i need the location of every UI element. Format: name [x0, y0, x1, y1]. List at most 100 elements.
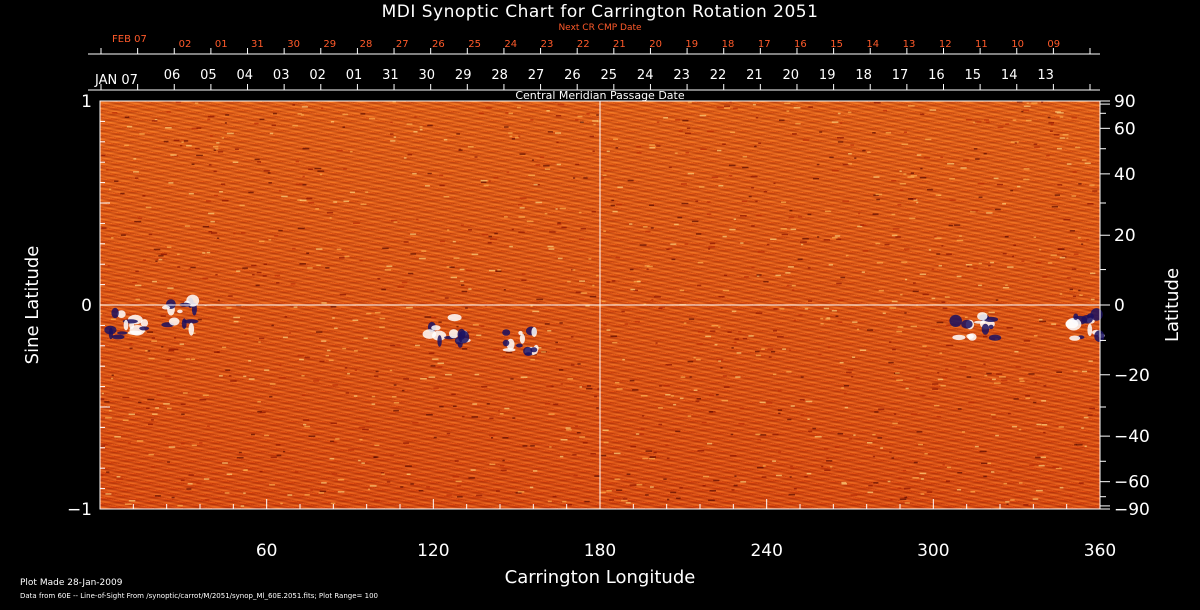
field-speckle	[882, 312, 886, 314]
field-speckle	[925, 138, 932, 141]
field-speckle	[362, 428, 369, 431]
y-right-tick-label: 40	[1114, 165, 1136, 185]
field-speckle	[163, 403, 170, 405]
active-region-patch	[502, 339, 510, 347]
field-speckle	[143, 259, 147, 261]
field-speckle	[152, 413, 158, 415]
field-speckle	[1063, 219, 1071, 221]
field-speckle	[264, 369, 270, 371]
field-speckle	[1035, 456, 1041, 459]
field-speckle	[941, 301, 946, 303]
field-speckle	[763, 280, 769, 283]
field-speckle	[403, 157, 407, 159]
field-speckle	[405, 465, 412, 467]
cmp-date-label: 20	[783, 68, 800, 83]
field-speckle	[319, 360, 325, 363]
active-region-patch	[104, 325, 117, 335]
field-speckle	[729, 455, 737, 457]
field-speckle	[410, 233, 417, 235]
field-speckle	[389, 454, 394, 457]
field-speckle	[1066, 137, 1069, 139]
field-speckle	[615, 147, 619, 149]
field-speckle	[837, 433, 843, 435]
field-speckle	[603, 324, 607, 326]
field-speckle	[696, 343, 703, 345]
field-speckle	[288, 332, 291, 334]
field-speckle	[679, 487, 683, 489]
field-speckle	[124, 503, 132, 505]
field-speckle	[403, 241, 409, 243]
field-speckle	[1057, 248, 1063, 250]
field-speckle	[867, 442, 873, 444]
field-speckle	[403, 442, 410, 444]
field-speckle	[330, 502, 336, 505]
field-speckle	[471, 416, 478, 418]
field-speckle	[321, 482, 327, 484]
field-speckle	[465, 307, 468, 309]
field-speckle	[940, 156, 943, 159]
next-cr-date-label: 14	[866, 39, 879, 50]
field-speckle	[872, 213, 879, 215]
field-speckle	[987, 462, 991, 465]
field-speckle	[798, 314, 803, 316]
field-speckle	[114, 180, 119, 182]
field-speckle	[365, 191, 369, 193]
field-speckle	[304, 425, 311, 428]
field-speckle	[1023, 340, 1031, 342]
field-speckle	[339, 257, 345, 259]
cmp-date-label: 27	[528, 68, 545, 83]
field-speckle	[412, 422, 419, 424]
cmp-date-label: 13	[1037, 68, 1054, 83]
field-speckle	[699, 114, 707, 117]
field-speckle	[1059, 256, 1066, 259]
field-speckle	[601, 454, 607, 457]
field-speckle	[966, 376, 972, 378]
field-speckle	[789, 349, 792, 351]
field-speckle	[530, 305, 533, 307]
field-speckle	[259, 118, 265, 121]
field-speckle	[256, 271, 262, 274]
field-speckle	[393, 221, 398, 223]
field-speckle	[919, 273, 926, 275]
field-speckle	[1069, 288, 1073, 291]
field-speckle	[1038, 464, 1045, 467]
field-speckle	[152, 280, 157, 283]
field-speckle	[793, 107, 801, 109]
field-speckle	[990, 261, 994, 264]
cmp-date-label: 01	[346, 68, 363, 83]
field-speckle	[444, 297, 449, 299]
field-speckle	[831, 310, 837, 312]
field-speckle	[1026, 102, 1029, 105]
field-speckle	[230, 380, 237, 382]
field-speckle	[920, 167, 923, 170]
field-speckle	[776, 474, 782, 477]
field-speckle	[606, 329, 611, 331]
field-speckle	[693, 356, 696, 359]
field-speckle	[707, 442, 713, 445]
field-speckle	[511, 138, 515, 140]
field-speckle	[489, 434, 495, 437]
next-cr-date-label: 18	[722, 39, 735, 50]
field-speckle	[129, 343, 133, 345]
field-speckle	[135, 270, 139, 272]
field-speckle	[359, 438, 363, 441]
field-speckle	[804, 308, 809, 310]
field-speckle	[190, 266, 196, 269]
field-speckle	[936, 321, 944, 324]
field-speckle	[1018, 428, 1022, 431]
field-speckle	[785, 272, 791, 274]
field-speckle	[787, 418, 792, 421]
field-speckle	[420, 128, 423, 131]
cmp-date-label: 18	[855, 68, 872, 83]
field-speckle	[728, 164, 736, 167]
field-speckle	[812, 427, 816, 430]
field-speckle	[659, 385, 662, 387]
active-region-patch	[183, 319, 199, 324]
field-speckle	[555, 341, 558, 344]
field-speckle	[431, 316, 437, 319]
field-speckle	[990, 413, 996, 416]
field-speckle	[599, 491, 606, 494]
field-speckle	[781, 233, 788, 236]
field-speckle	[518, 135, 521, 137]
field-speckle	[898, 477, 902, 480]
